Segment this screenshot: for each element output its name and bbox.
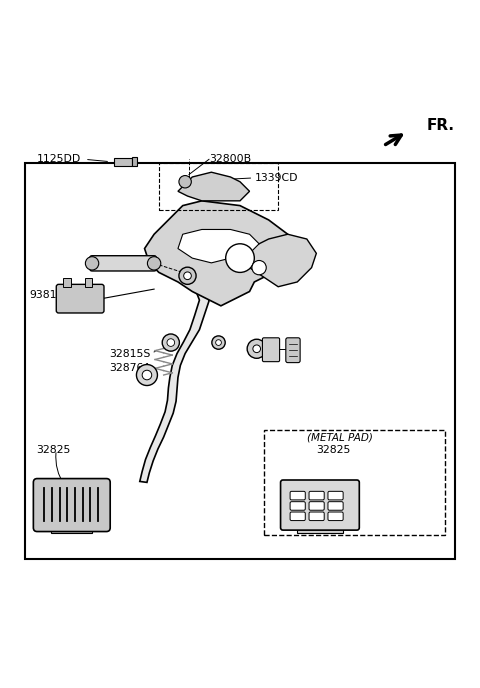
Circle shape <box>212 336 225 350</box>
Text: 32876A: 32876A <box>109 363 151 373</box>
Circle shape <box>162 334 180 351</box>
FancyBboxPatch shape <box>90 256 156 271</box>
Circle shape <box>252 261 266 275</box>
Circle shape <box>142 370 152 380</box>
Bar <box>85 278 92 287</box>
Text: 1339CD: 1339CD <box>254 173 298 183</box>
Circle shape <box>136 365 157 385</box>
Bar <box>132 157 137 166</box>
Text: 93810A: 93810A <box>29 290 71 300</box>
Polygon shape <box>250 234 316 287</box>
Circle shape <box>179 267 196 284</box>
Circle shape <box>253 345 261 352</box>
FancyBboxPatch shape <box>34 479 110 532</box>
FancyBboxPatch shape <box>309 502 324 510</box>
FancyBboxPatch shape <box>290 512 305 521</box>
Text: 32825: 32825 <box>316 445 351 455</box>
FancyBboxPatch shape <box>286 338 300 363</box>
Circle shape <box>216 340 221 345</box>
FancyBboxPatch shape <box>309 491 324 500</box>
Bar <box>51 525 92 533</box>
Circle shape <box>226 244 254 272</box>
Bar <box>297 525 343 533</box>
FancyBboxPatch shape <box>56 284 104 313</box>
Text: 1125DD: 1125DD <box>37 154 82 164</box>
FancyBboxPatch shape <box>281 480 360 530</box>
Bar <box>114 158 132 166</box>
Text: FR.: FR. <box>426 118 455 133</box>
Circle shape <box>247 339 266 358</box>
Circle shape <box>167 338 175 346</box>
FancyBboxPatch shape <box>328 512 343 521</box>
Polygon shape <box>140 279 209 482</box>
FancyBboxPatch shape <box>328 491 343 500</box>
Circle shape <box>85 257 99 270</box>
Polygon shape <box>144 201 297 306</box>
Polygon shape <box>178 230 259 263</box>
FancyBboxPatch shape <box>309 512 324 521</box>
Polygon shape <box>178 172 250 201</box>
FancyBboxPatch shape <box>328 502 343 510</box>
FancyBboxPatch shape <box>263 338 280 362</box>
Bar <box>159 162 278 211</box>
Bar <box>63 278 71 287</box>
FancyBboxPatch shape <box>290 491 305 500</box>
Text: 32815S: 32815S <box>109 349 150 358</box>
Circle shape <box>147 257 161 270</box>
FancyBboxPatch shape <box>290 502 305 510</box>
Text: (METAL PAD): (METAL PAD) <box>307 432 372 442</box>
Bar <box>25 162 455 559</box>
Text: 32800B: 32800B <box>209 154 251 164</box>
Circle shape <box>179 175 192 188</box>
Text: 32825: 32825 <box>36 445 70 455</box>
Circle shape <box>184 272 192 279</box>
